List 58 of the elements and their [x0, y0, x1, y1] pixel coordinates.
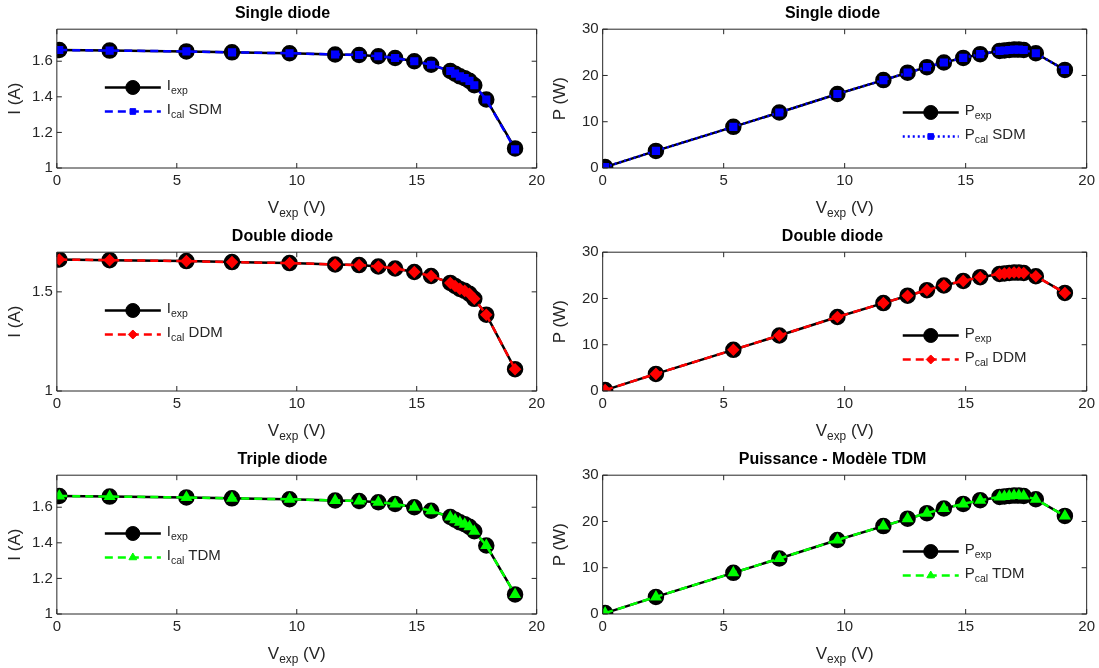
- x-tick-label: 10: [836, 394, 854, 412]
- y-tick-label: 30: [582, 19, 599, 37]
- x-tick-label: 10: [836, 617, 854, 635]
- y-tick-label: 1.6: [31, 497, 53, 515]
- y-tick-label: 0: [590, 604, 599, 622]
- x-tick-label: 10: [288, 394, 306, 412]
- x-tick-label: 20: [1078, 394, 1095, 412]
- x-tick-label: 20: [528, 171, 545, 189]
- y-tick-label: 1.2: [31, 568, 53, 586]
- y-tick-label: 20: [582, 511, 599, 529]
- x-tick-label: 5: [719, 171, 728, 189]
- y-tick-label: 10: [582, 111, 599, 129]
- chart-title: Puissance - Modèle TDM: [738, 450, 927, 468]
- x-tick-label: 5: [172, 171, 181, 189]
- chart-title: Double diode: [781, 227, 884, 245]
- y-axis-title: P (W): [550, 77, 570, 121]
- x-tick-label: 20: [528, 617, 545, 635]
- x-tick-label: 15: [408, 171, 426, 189]
- x-tick-label: 10: [288, 171, 306, 189]
- y-tick-label: 0: [590, 381, 599, 399]
- chart-title: Single diode: [234, 4, 331, 22]
- x-tick-label: 10: [288, 617, 306, 635]
- chart-title: Double diode: [231, 227, 334, 245]
- y-tick-label: 1.5: [31, 282, 53, 299]
- y-axis-title: I (A): [4, 528, 24, 561]
- x-tick-label: 5: [719, 617, 728, 635]
- x-tick-label: 20: [528, 394, 545, 412]
- y-tick-label: 0: [590, 158, 599, 176]
- y-tick-label: 1.4: [31, 532, 53, 550]
- y-axis-title: P (W): [550, 300, 570, 344]
- y-tick-label: 30: [582, 242, 599, 260]
- x-tick-label: 5: [172, 617, 181, 635]
- y-tick-label: 1.2: [31, 122, 53, 140]
- y-tick-label: 30: [582, 465, 599, 483]
- chart-title: Triple diode: [237, 450, 328, 468]
- x-tick-label: 5: [172, 394, 181, 412]
- x-tick-label: 15: [957, 394, 975, 412]
- y-tick-label: 1: [44, 158, 53, 176]
- y-tick-label: 1: [44, 604, 53, 622]
- y-tick-label: 1: [44, 381, 53, 399]
- y-tick-label: 10: [582, 334, 599, 352]
- y-axis-title: P (W): [550, 523, 570, 567]
- x-tick-label: 20: [1078, 171, 1095, 189]
- y-tick-label: 20: [582, 288, 599, 306]
- y-tick-label: 10: [582, 557, 599, 575]
- x-tick-label: 15: [957, 617, 975, 635]
- y-axis-title: I (A): [4, 305, 24, 338]
- x-tick-label: 5: [719, 394, 728, 412]
- x-tick-label: 15: [408, 394, 426, 412]
- y-tick-label: 1.6: [31, 51, 53, 69]
- chart-title: Single diode: [784, 4, 881, 22]
- x-tick-label: 10: [836, 171, 854, 189]
- y-axis-title: I (A): [4, 82, 24, 115]
- x-tick-label: 20: [1078, 617, 1095, 635]
- y-tick-label: 20: [582, 65, 599, 83]
- x-tick-label: 15: [408, 617, 426, 635]
- y-tick-label: 1.4: [31, 86, 53, 104]
- x-tick-label: 15: [957, 171, 975, 189]
